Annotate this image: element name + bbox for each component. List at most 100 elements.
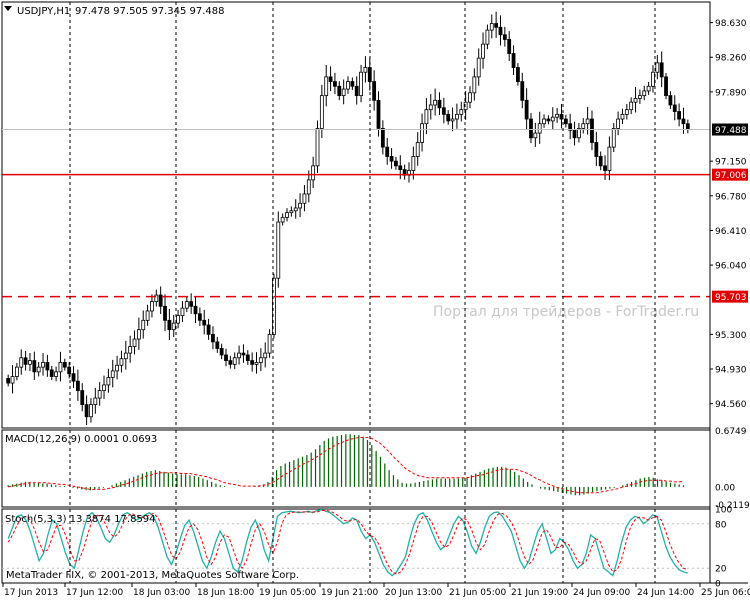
- candle-body: [97, 390, 102, 399]
- candle-body: [224, 354, 228, 361]
- candle-body: [206, 324, 211, 335]
- macd-y-tick-label: 0.6749: [715, 427, 747, 437]
- level-price-tag: [712, 168, 748, 181]
- pane-frame: [1, 429, 711, 508]
- candle-body: [359, 71, 363, 97]
- candle-body: [472, 76, 477, 94]
- candle-body: [629, 101, 634, 111]
- candle-body: [681, 118, 686, 125]
- candle-body: [555, 113, 560, 118]
- candle-body: [237, 352, 241, 359]
- candle-body: [668, 95, 673, 106]
- x-tick-label: 18 Jun 18:00: [197, 588, 254, 598]
- candle-body: [267, 333, 272, 354]
- candle-body: [394, 160, 398, 167]
- pane-frame: [1, 1, 711, 429]
- candle-body: [550, 116, 555, 122]
- y-tick-label: 98.260: [715, 54, 747, 64]
- candle-body: [28, 360, 32, 365]
- candle-body: [624, 109, 629, 115]
- candle-body: [529, 118, 533, 139]
- y-tick-label: 97.890: [715, 88, 747, 98]
- candle-body: [6, 377, 11, 384]
- level-price-label: 97.006: [715, 171, 747, 181]
- x-tick-label: 19 Jun 21:00: [321, 588, 378, 598]
- candle-body: [136, 329, 141, 340]
- candle-body: [23, 357, 28, 365]
- candle-body: [651, 71, 655, 87]
- candle-body: [542, 118, 546, 125]
- candle-body: [245, 354, 250, 361]
- candle-body: [19, 357, 24, 368]
- candle-body: [337, 85, 342, 97]
- price-pane[interactable]: 98.630 98.260 97.890 97.150 96.780 96.410 96.0…: [1, 1, 748, 429]
- candle-body: [41, 362, 45, 368]
- candle-body: [546, 118, 551, 122]
- candle-body: [341, 88, 346, 97]
- candle-body: [437, 99, 442, 109]
- candle-body: [572, 129, 577, 139]
- candle-body: [333, 81, 337, 87]
- candle-body: [637, 95, 642, 99]
- candle-body: [581, 123, 586, 129]
- candle-body: [346, 81, 350, 90]
- candle-body: [110, 370, 115, 378]
- candle-body: [176, 315, 180, 324]
- candle-body: [84, 404, 89, 418]
- candle-body: [258, 357, 263, 363]
- macd-pane[interactable]: 0.6749 0.00 -0.2119: [1, 427, 750, 511]
- candle-body: [89, 404, 93, 418]
- candle-body: [254, 362, 259, 365]
- candle-body: [298, 202, 302, 209]
- candle-body: [441, 107, 446, 115]
- candle-body: [398, 165, 403, 170]
- candle-body: [642, 90, 647, 97]
- candle-body: [219, 348, 224, 356]
- candle-body: [607, 146, 612, 171]
- candle-body: [154, 294, 159, 303]
- candle-body: [71, 373, 76, 382]
- candle-body: [32, 360, 37, 373]
- candle-body: [664, 76, 668, 97]
- candle-body: [276, 221, 281, 279]
- watermark-text: Портал для трейдеров - ForTrader.ru: [433, 304, 699, 320]
- candle-body: [598, 156, 603, 167]
- candle-body: [476, 57, 481, 78]
- x-tick-label: 25 Jun 06:00: [701, 588, 750, 598]
- candle-body: [102, 384, 106, 391]
- candle-body: [446, 113, 451, 122]
- candle-body: [150, 301, 154, 312]
- chart-title-symbol: USDJPY,H1: [17, 6, 70, 17]
- candle-body: [616, 118, 621, 129]
- candle-body: [202, 319, 207, 326]
- candle-body: [280, 216, 285, 223]
- candle-body: [411, 156, 416, 171]
- candle-body: [415, 142, 420, 157]
- stochastic-pane[interactable]: 100 80 20 0: [1, 506, 732, 590]
- stoch-y-tick-label: 20: [715, 565, 727, 575]
- candle-body: [481, 43, 485, 59]
- candle-body: [450, 118, 455, 122]
- candle-body: [49, 369, 54, 377]
- candle-body: [494, 23, 499, 28]
- x-tick-label: 20 Jun 13:00: [385, 588, 442, 598]
- candle-body: [498, 26, 503, 36]
- candle-body: [428, 104, 433, 111]
- candle-body: [424, 109, 429, 125]
- candle-body: [585, 118, 590, 125]
- candle-body: [633, 98, 638, 103]
- candle-body: [197, 313, 202, 321]
- y-tick-label: 97.150: [715, 158, 747, 168]
- candle-body: [45, 362, 50, 371]
- candle-body: [272, 277, 276, 335]
- candle-body: [145, 310, 150, 321]
- candle-body: [36, 366, 41, 373]
- macd-signal-line: [8, 437, 684, 494]
- level-price-label: 95.703: [715, 293, 747, 303]
- candle-body: [184, 301, 189, 309]
- y-tick-label: 96.410: [715, 227, 747, 237]
- candle-body: [672, 104, 677, 112]
- candle-body: [520, 81, 525, 101]
- candle-body: [568, 123, 573, 131]
